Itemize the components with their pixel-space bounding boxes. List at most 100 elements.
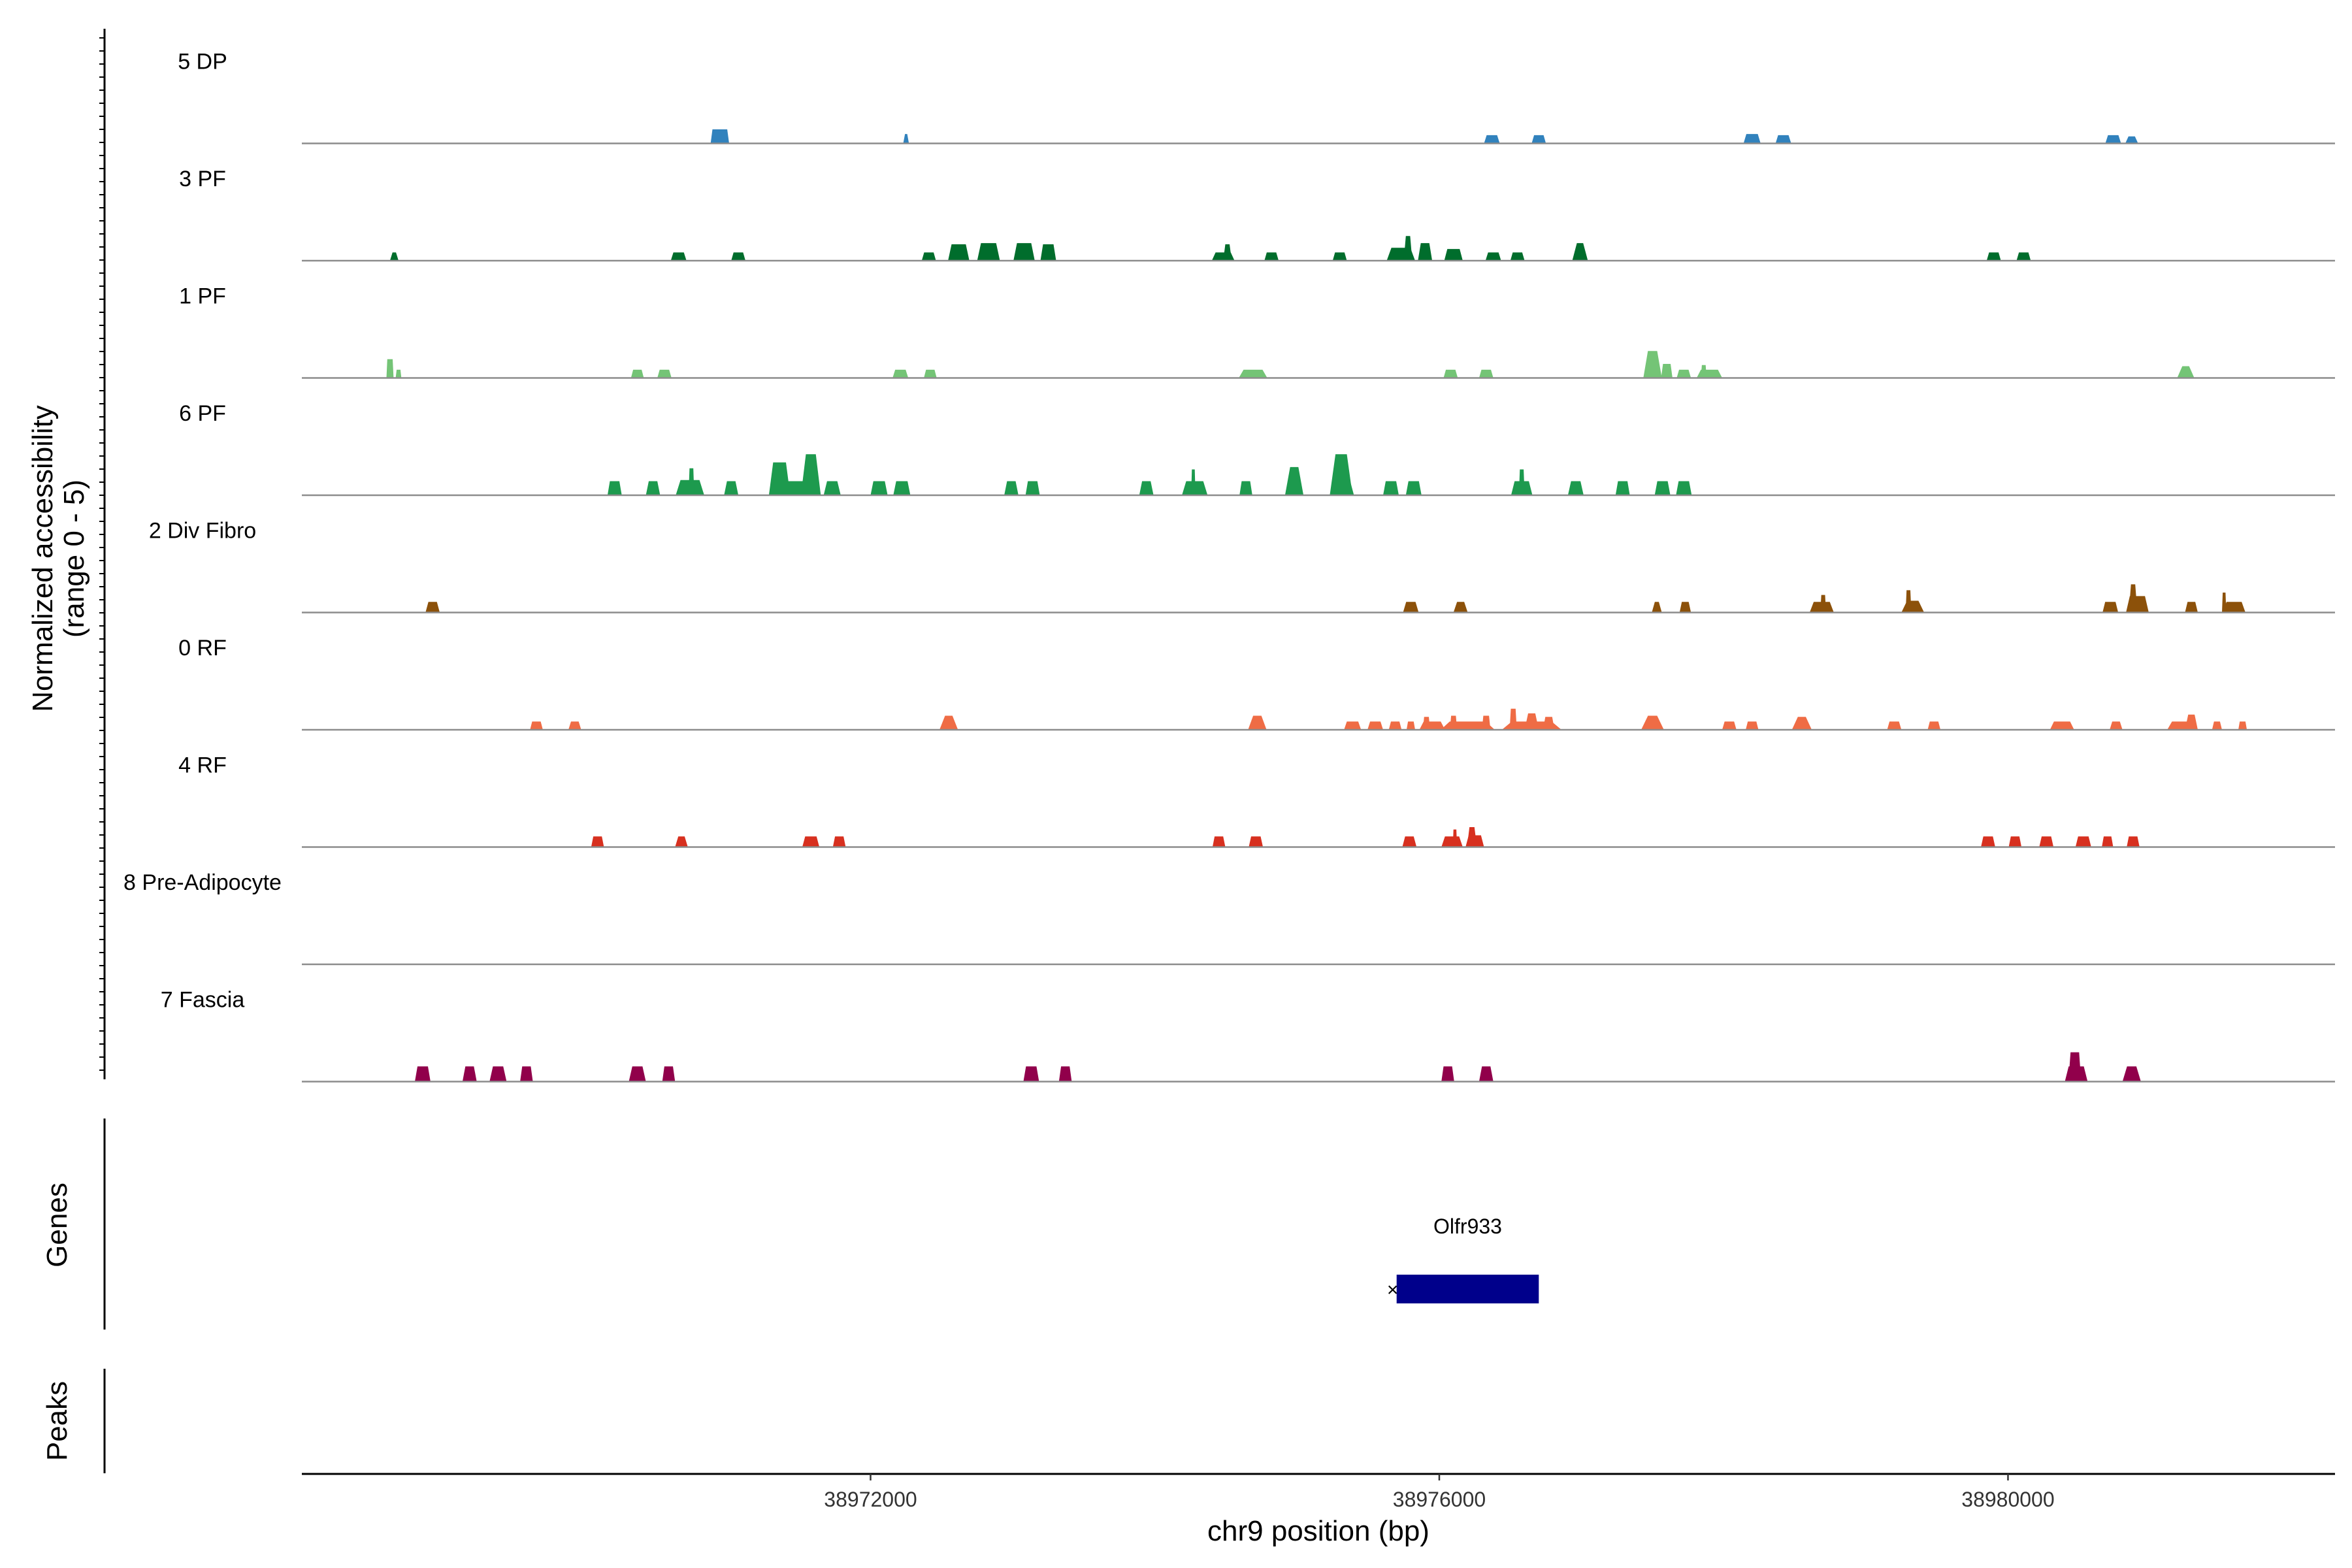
coverage-peak [1452,829,1458,847]
coverage-peak [1441,1066,1454,1082]
gene-label: Olfr933 [1433,1215,1502,1238]
coverage-peak [1264,252,1279,261]
coverage-peak [1058,1066,1072,1082]
coverage-peak [1986,252,2001,261]
coverage-peak [2102,602,2119,613]
gene-body [1396,1275,1539,1303]
coverage-peak [2185,714,2198,730]
coverage-peak [1543,717,1555,730]
coverage-peak [724,481,739,495]
coverage-peak [425,602,440,613]
coverage-peak [662,1066,676,1082]
coverage-peak [1905,590,1912,613]
coverage-peak [802,836,820,847]
coverage-peak [670,252,687,261]
track-4-rf: 4 RF [178,753,2335,848]
coverage-peak [1652,602,1662,613]
coverage-peak [591,836,604,847]
track-6-pf: 6 PF [179,401,2335,497]
coverage-peak [1746,721,1759,730]
coverage-peak [1239,481,1252,495]
coverage-peak [893,481,911,495]
genes-track: Genes Olfr933 × [41,1119,1539,1330]
coverage-peak [1402,836,1417,847]
coverage-peak [1239,369,1267,378]
coverage-peak [1743,134,1761,144]
coverage-peak [1791,717,1812,730]
coverage-peak [645,481,661,495]
coverage-peak [1485,252,1501,261]
coverage-peak [1403,236,1413,261]
coverage-peak [710,129,729,144]
coverage-peak [778,481,815,495]
coverage-peak [1615,481,1630,495]
coverage-peak [389,252,399,261]
coverage-peak [1701,365,1707,378]
coverage-peak [1223,244,1232,261]
coverage-peak [1383,481,1399,495]
coverage-peak [1567,481,1584,495]
coverage-peak [2127,836,2140,847]
y-axis-title-line2: (range 0 - 5) [58,480,90,638]
coverage-peak [1722,721,1737,730]
coverage-peak [1450,715,1458,730]
coverage-peak [2212,721,2222,730]
coverage-peak [1405,481,1422,495]
coverage-peak [462,1066,477,1082]
y-axis-title: Normalized accessibility (range 0 - 5) [27,405,90,711]
track-5-dp: 5 DP [178,50,2335,144]
y-axis [99,29,106,1079]
coverage-peak [948,244,970,261]
coverage-peak [395,369,402,378]
coverage-peak [1661,364,1673,378]
coverage-peak [1212,836,1226,847]
coverage-peak [1139,481,1154,495]
coverage-peak [2125,136,2138,144]
coverage-peak [1344,721,1362,730]
track-label: 7 Fascia [161,988,245,1013]
coverage-peak [1887,721,1902,730]
x-axis-tick-label: 38980000 [1961,1488,2054,1511]
coverage-peak [1518,469,1525,495]
coverage-peak [520,1066,533,1082]
coverage-peak [2222,593,2227,613]
coverage-peak [1403,602,1419,613]
track-3-pf: 3 PF [179,167,2335,262]
coverage-peak [1676,369,1691,378]
coverage-peak [1013,243,1035,261]
coverage-peak [1367,721,1383,730]
coverage-peak [2016,252,2031,261]
coverage-peak [1510,252,1525,261]
coverage-peak [1654,481,1671,495]
coverage-peak [1524,713,1539,730]
coverage-peak [977,243,1000,261]
coverage-peak [1004,481,1019,495]
coverage-peak [823,481,841,495]
coverage-peak [568,721,581,730]
coverage-peak [939,715,958,730]
coverage-peak [731,252,745,261]
coverage-peak [675,836,688,847]
coverage-peak [489,1066,507,1082]
coverage-peak [2238,721,2247,730]
coverage-peak [832,836,846,847]
coverage-peak [1981,836,1995,847]
genes-track-title: Genes [41,1183,73,1267]
coverage-peak [1191,469,1196,495]
coverage-peak [2177,366,2195,378]
coverage-peak [1927,721,1941,730]
gene-strand-arrow-icon: × [1387,1279,1399,1301]
y-axis-title-line1: Normalized accessibility [27,405,59,711]
coverage-peak [892,369,909,378]
track-7-fascia: 7 Fascia [161,988,2335,1083]
track-0-rf: 0 RF [178,636,2335,731]
peaks-track-title: Peaks [41,1381,73,1461]
x-axis-title: chr9 position (bp) [1207,1515,1429,1547]
coverage-peak [1901,600,1925,613]
coverage-tracks: 5 DP 3 PF 1 PF 6 PF 2 Div Fibro 0 RF 4 RF 8 Pre… [123,50,2335,1083]
coverage-peak [1820,595,1826,613]
coverage-peak [1444,249,1463,261]
coverage-peak [630,369,644,378]
coverage-peak [2122,1066,2141,1082]
coverage-peak [1248,715,1267,730]
